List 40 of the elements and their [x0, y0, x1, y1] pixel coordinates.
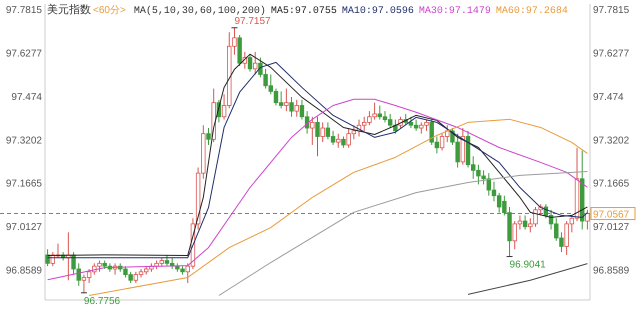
candlestick: [315, 116, 320, 157]
y2-tick-label: 97.6277: [593, 48, 630, 60]
y-tick-label: 97.6277: [6, 48, 42, 60]
text: MA5:97.0755: [270, 6, 337, 17]
text: MA60:97.2684: [496, 6, 568, 17]
candlestick: [341, 136, 346, 148]
line-series: [218, 170, 588, 296]
legend-title: MA(5,10,30,60,100,200): [134, 5, 266, 17]
y-tick-label: 96.8589: [6, 265, 42, 276]
candlestick: [248, 54, 252, 72]
y-tick-label: 97.1665: [6, 178, 42, 190]
candlestick: [294, 99, 299, 118]
candlestick: [336, 133, 340, 148]
y2-tick-label: 97.474: [593, 92, 624, 103]
line-series: [88, 118, 588, 296]
y2-tick-label: 97.1665: [593, 178, 630, 190]
candlestick: [310, 116, 315, 146]
line-series: [47, 98, 588, 280]
annotation: 96.9041: [510, 260, 546, 271]
text: MA10:97.0596: [342, 6, 414, 17]
annotation: 96.7756: [84, 296, 121, 307]
y2-tick-label: 97.7815: [593, 5, 630, 16]
y2-tick-label: 97.0127: [593, 222, 630, 233]
y-tick-label: 97.3202: [6, 135, 42, 146]
candlestick: [45, 248, 50, 267]
y-tick-label: 97.7815: [6, 5, 42, 16]
candlestick: [284, 88, 289, 112]
annotation: 97.7157: [234, 16, 272, 27]
candlestick: [289, 96, 294, 118]
text: MA30:97.1479: [418, 6, 491, 17]
y-tick-label: 97.474: [11, 92, 42, 103]
chart-subtitle: <60分>: [93, 4, 126, 16]
y-tick-label: 97.0127: [6, 222, 42, 233]
chart-title: 美元指数: [47, 3, 91, 16]
candlestick: [320, 122, 325, 143]
y2-tick-label: 97.3202: [593, 135, 630, 146]
candlestick: [522, 214, 528, 230]
ref-line-label: 97.0567: [593, 210, 630, 221]
y2-tick-label: 96.8589: [593, 265, 630, 276]
candlestick: [253, 51, 258, 75]
